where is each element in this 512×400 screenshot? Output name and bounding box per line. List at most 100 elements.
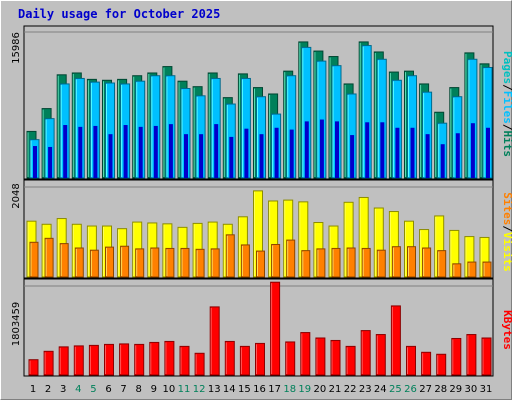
day-label-29: 29 [449,384,462,395]
bar-pages-19 [304,121,309,178]
bar-kbytes-8 [134,343,145,376]
bar-sites-12 [195,248,205,278]
bar-pages-5 [93,125,98,178]
day-label-19: 19 [298,384,311,395]
bar-pages-10 [168,124,173,178]
day-label-11: 11 [178,384,191,395]
bar-sites-19 [301,250,311,278]
bar-pages-28 [440,144,445,178]
kbytes-ymax-label: 1803459 [11,302,22,347]
hits-ymax-label: 15986 [11,32,22,64]
bar-pages-26 [410,127,415,178]
bar-sites-31 [482,261,492,278]
bar-pages-12 [199,134,204,178]
bar-pages-18 [289,129,294,178]
bar-kbytes-4 [73,345,84,376]
day-label-15: 15 [238,384,251,395]
bar-sites-25 [391,246,401,278]
bar-kbytes-19 [300,332,311,376]
bar-pages-11 [184,134,188,178]
bar-sites-18 [286,239,296,278]
bar-sites-6 [105,246,114,278]
bar-kbytes-24 [375,334,386,376]
bar-kbytes-20 [315,337,326,376]
bar-pages-30 [470,123,475,178]
day-label-10: 10 [163,384,176,395]
bar-kbytes-1 [28,359,39,376]
day-label-28: 28 [434,384,447,395]
bar-sites-4 [74,247,84,278]
bar-pages-24 [380,122,385,178]
bar-pages-13 [214,124,219,178]
bar-pages-22 [350,135,355,178]
legend-entry: / [501,124,512,131]
bar-pages-1 [33,146,37,178]
bar-kbytes-25 [390,305,401,376]
bar-kbytes-22 [345,345,356,376]
day-label-1: 1 [30,384,36,395]
bar-kbytes-7 [119,343,130,376]
bar-pages-21 [335,121,339,178]
bar-sites-15 [240,244,250,278]
bar-sites-24 [376,249,386,278]
day-label-2: 2 [45,384,51,395]
bar-pages-27 [425,134,430,178]
bar-kbytes-10 [164,340,175,376]
bar-pages-9 [153,125,158,178]
day-label-20: 20 [314,384,327,395]
bar-pages-23 [365,122,370,178]
bar-sites-28 [437,250,447,278]
bar-kbytes-2 [43,350,54,376]
day-label-4: 4 [75,384,81,395]
bar-sites-8 [135,248,145,278]
legend-hits-files-pages: Pages/Files/Hits [501,51,512,157]
bar-pages-7 [123,125,128,178]
bar-sites-2 [44,237,54,278]
bar-pages-2 [48,146,53,178]
legend-visits-sites: Sites/Visits [501,192,512,272]
bar-kbytes-21 [330,339,341,376]
bar-kbytes-6 [104,343,114,376]
bar-pages-4 [78,126,83,178]
day-label-13: 13 [208,384,221,395]
chart-marks [24,31,493,376]
bar-sites-9 [150,247,160,278]
legend-entry: Files [501,91,512,124]
legend-entry: Hits [501,131,512,158]
day-label-5: 5 [90,384,96,395]
day-label-12: 12 [193,384,206,395]
legend-entry: Pages [501,51,512,84]
bar-pages-8 [138,126,143,178]
visits-ymax-label: 2048 [11,183,22,208]
day-label-8: 8 [136,384,142,395]
bar-sites-7 [120,245,130,278]
bar-sites-23 [361,247,371,278]
bar-sites-21 [331,247,341,278]
legend-entry: Visits [501,232,512,272]
bar-kbytes-29 [451,337,462,376]
bar-pages-17 [274,127,279,178]
day-label-26: 26 [404,384,417,395]
day-label-9: 9 [151,384,157,395]
bar-kbytes-17 [270,281,281,376]
day-label-31: 31 [480,384,493,395]
chart-title: Daily usage for October 2025 [18,7,221,21]
day-label-14: 14 [223,384,236,395]
day-label-6: 6 [105,384,111,395]
bar-kbytes-14 [224,340,235,376]
bar-sites-5 [89,249,99,278]
bar-kbytes-31 [481,337,492,376]
bar-kbytes-16 [255,342,265,376]
day-label-21: 21 [329,384,342,395]
day-label-22: 22 [344,384,357,395]
bar-pages-3 [63,125,68,178]
day-label-7: 7 [120,384,126,395]
bar-sites-27 [422,247,432,278]
bar-kbytes-18 [285,341,296,376]
bar-kbytes-23 [360,330,371,376]
bar-kbytes-3 [58,346,69,376]
bar-kbytes-26 [406,345,416,376]
bar-kbytes-15 [239,345,250,376]
bar-sites-14 [225,234,235,278]
